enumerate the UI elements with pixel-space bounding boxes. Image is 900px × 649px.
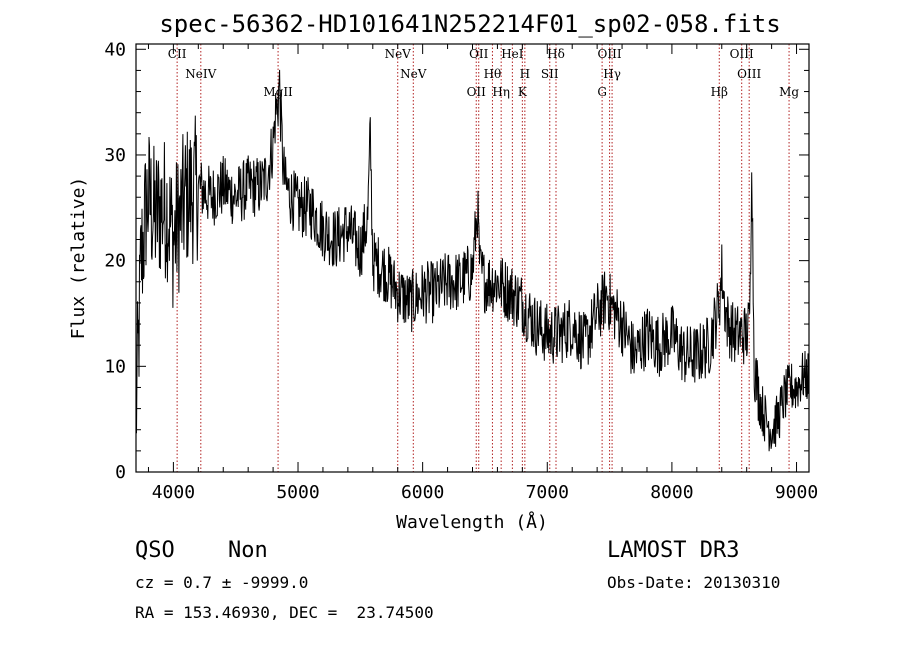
survey-name: LAMOST DR3 [607,538,740,563]
emission-line-label: H [520,67,530,81]
y-axis-label: Flux (relative) [68,177,89,340]
chart-title: spec-56362-HD101641N252214F01_sp02-058.f… [159,10,780,38]
emission-line-label: HeI [501,47,524,61]
emission-line-label: NeV [400,67,427,81]
spectrum-series [135,69,810,452]
y-tick-label: 0 [115,462,126,483]
redshift-cz: cz = 0.7 ± -9999.0 [135,573,309,592]
emission-line-label: OIII [598,47,622,61]
emission-line-label: Hβ [711,85,728,99]
emission-line-label: Hδ [547,47,565,61]
spectrum-line [135,69,810,452]
y-tick-label: 10 [104,356,126,377]
y-axis: 0 10 20 30 40 [104,39,809,483]
x-tick-label: 9000 [775,482,818,503]
y-tick-label: 40 [104,39,126,60]
emission-line-label: SII [541,67,559,81]
emission-line-label: Hθ [484,67,502,81]
emission-line-label: Hη [492,85,510,99]
observation-date: Obs-Date: 20130310 [607,573,781,592]
x-tick-label: 4000 [152,482,195,503]
object-subclass: Non [228,538,268,563]
emission-line-label: OIII [737,67,761,81]
emission-line-label: OIII [730,47,754,61]
y-tick-label: 30 [104,145,126,166]
emission-line-label: NeV [385,47,412,61]
emission-line-label: OII [467,85,487,99]
emission-line-label: Mg [779,85,799,99]
emission-line-label: K [518,85,528,99]
emission-line-label: Hγ [603,67,621,81]
object-class: QSO [135,538,175,563]
x-tick-label: 6000 [401,482,444,503]
emission-line-labels: CIINeIVMgIINeVNeVOIIOIIHθHηHeIHKHδSIIGOI… [168,47,800,99]
emission-line-label: G [597,85,607,99]
emission-line-markers [176,44,790,472]
emission-line-label: OII [469,47,489,61]
x-tick-label: 8000 [650,482,693,503]
x-axis: 4000 5000 6000 7000 8000 9000 [147,44,818,503]
coordinates: RA = 153.46930, DEC = 23.74500 [135,603,434,622]
x-axis-label: Wavelength (Å) [396,511,548,533]
emission-line-label: NeIV [185,67,216,81]
x-tick-label: 7000 [526,482,569,503]
y-tick-label: 20 [104,251,126,272]
x-tick-label: 5000 [276,482,319,503]
emission-line-label: CII [168,47,187,61]
